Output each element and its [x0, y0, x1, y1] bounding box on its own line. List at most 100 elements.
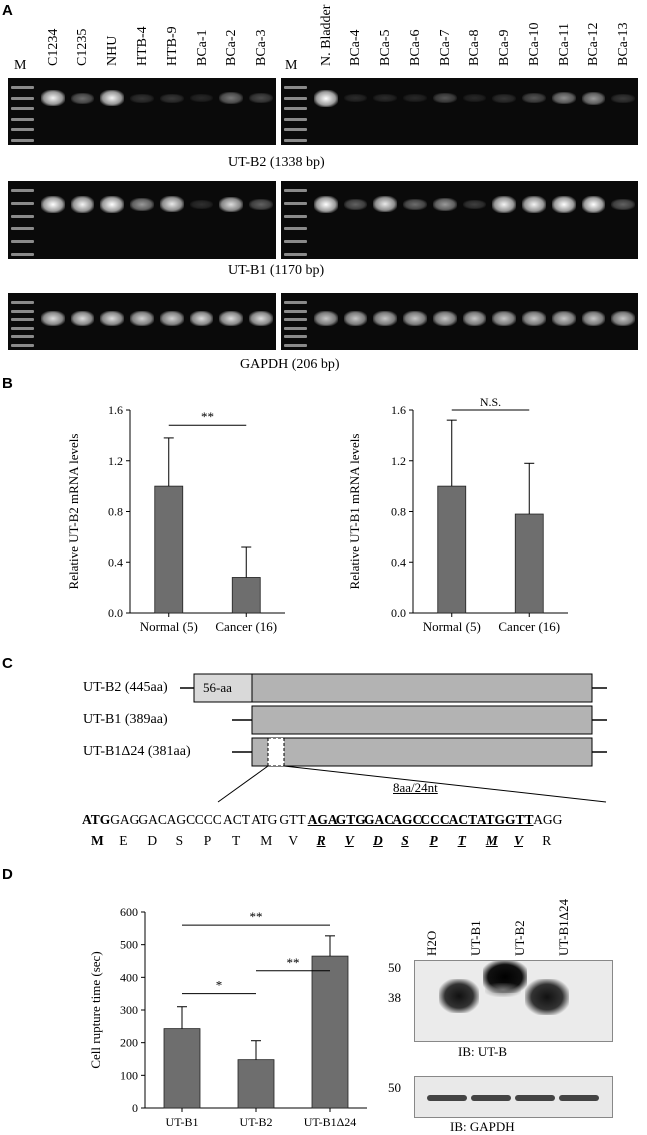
gel-band [219, 92, 244, 104]
panel-b-label: B [2, 375, 13, 392]
codon: GAG [110, 812, 140, 827]
ladder-band [284, 253, 307, 256]
ladder-band [11, 318, 34, 322]
gel-band [522, 92, 546, 104]
amino-acid: M [91, 833, 104, 848]
n-terminal-56aa-box [193, 673, 253, 703]
gel-band [403, 93, 427, 103]
codon: GAC [138, 812, 167, 827]
lane-label-left: C1235 [75, 28, 91, 66]
ladder-band [284, 201, 307, 205]
y-tick-label: 300 [120, 1003, 138, 1017]
blot-lane-label: UT-B1Δ24 [556, 899, 571, 956]
gel-band [432, 92, 457, 104]
ladder-band [284, 344, 307, 347]
deletion-gap [268, 738, 284, 766]
amino-acid: E [119, 833, 128, 848]
ladder-band [11, 253, 34, 256]
codon-insert: AGC [392, 812, 423, 827]
amino-acid-insert: R [316, 833, 326, 848]
gel-band [581, 195, 606, 213]
lane-label-right: BCa-8 [467, 29, 483, 66]
gel-band [492, 93, 516, 103]
ladder-band [11, 201, 34, 205]
lane-label-left: HTB-4 [135, 26, 150, 66]
ladder-band [11, 301, 34, 304]
y-tick-label: 0.0 [108, 606, 123, 620]
ladder-band [284, 326, 307, 330]
gel-band [522, 311, 546, 327]
amino-acid-insert: V [514, 833, 524, 848]
ladder-band [284, 318, 307, 322]
lane-label-right: M [285, 58, 298, 73]
lane-label-left: BCa-1 [194, 29, 210, 66]
gel-band [343, 199, 368, 210]
y-tick-label: 1.6 [108, 403, 123, 417]
gel-band [189, 93, 214, 103]
lane-label-right: BCa-12 [586, 22, 602, 66]
y-tick-label: 200 [120, 1036, 138, 1050]
bar [154, 485, 184, 614]
codon: ACT [223, 812, 250, 827]
category-label: UT-B1Δ24 [304, 1115, 357, 1129]
gel-band [551, 311, 576, 327]
amino-acid: V [288, 833, 299, 848]
lane-label-left: C1234 [45, 28, 61, 66]
chart-ut-b2-mrna: 0.0 0.4 0.8 1.2 1.6 Normal (5) Cancer (16) Rela… [66, 403, 285, 634]
blot-lane-label: UT-B2 [512, 920, 527, 956]
gel-band [130, 311, 154, 327]
y-tick-label: 0.4 [108, 555, 123, 569]
gel-band [551, 195, 576, 213]
insert-label: 8aa/24nt [393, 780, 438, 795]
gel-band [462, 199, 487, 210]
ladder-band [11, 344, 34, 347]
gel-caption: UT-B2 (1338 bp) [228, 155, 325, 170]
category-label: UT-B1 [166, 1115, 199, 1129]
gel-band [492, 311, 516, 327]
ladder-band [11, 139, 34, 142]
significance-mark: ** [250, 909, 263, 924]
gel-band [40, 89, 65, 107]
gel-band [581, 311, 606, 327]
y-tick-label: 1.6 [391, 403, 406, 417]
row-label-ut-b1d24: UT-B1Δ24 (381aa) [83, 744, 191, 759]
amino-acid-last: R [542, 833, 552, 848]
lane-label-left: BCa-2 [224, 29, 240, 66]
category-label: Cancer (16) [498, 619, 560, 634]
bar [514, 513, 544, 614]
gel-caption: GAPDH (206 bp) [240, 357, 340, 372]
core-domain-ut-b1d24 [251, 737, 593, 767]
gel-band [313, 195, 338, 213]
gel-band [343, 93, 368, 103]
y-tick-label: 0.0 [391, 606, 406, 620]
panel-d-label: D [2, 866, 13, 883]
gel-band [313, 89, 338, 107]
gel-left-1 [8, 181, 276, 259]
gel-band [522, 196, 546, 213]
codon: AGC [166, 812, 196, 827]
gel-band [189, 200, 214, 209]
core-domain-ut-b2 [251, 673, 593, 703]
gel-band [249, 93, 273, 103]
gel-band [130, 93, 154, 103]
bar [237, 1059, 275, 1109]
gel-band [40, 195, 65, 213]
lane-label-right: BCa-13 [616, 22, 632, 66]
ladder-band [11, 86, 34, 89]
ladder-band [284, 301, 307, 304]
chart-cell-rupture-time: 0 100 200 300 400 500 600 UT-B1 UT-B2 UT-B1Δ24 Cel… [88, 905, 367, 1129]
ladder-band [11, 107, 34, 111]
ladder-band [11, 335, 34, 339]
western-blot-ut-b [414, 960, 613, 1042]
box-56aa-label: 56-aa [203, 680, 232, 695]
gel-band [403, 198, 427, 210]
protein-diagram [180, 673, 607, 803]
gel-band [432, 311, 457, 327]
gel-band [159, 311, 184, 327]
codon-insert: ATG [476, 812, 506, 827]
blot-lane-label: H2O [424, 930, 439, 956]
gel-band [100, 89, 125, 107]
gel-band [249, 310, 273, 327]
ladder-band [284, 227, 307, 231]
lane-label-left: HTB-9 [164, 26, 180, 66]
